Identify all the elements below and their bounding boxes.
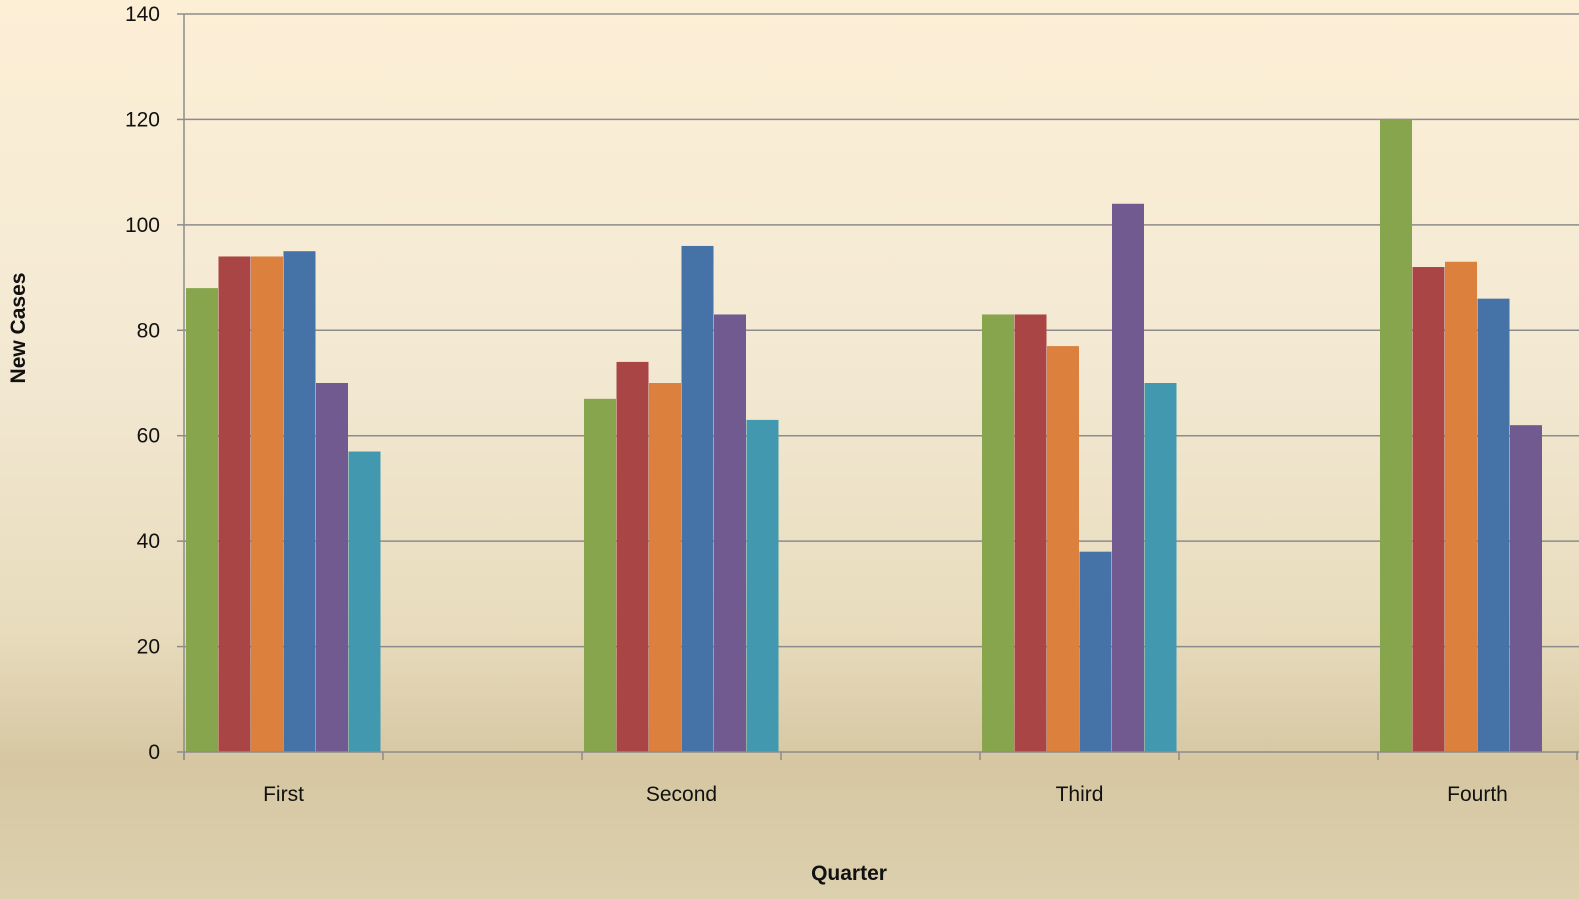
axes bbox=[177, 13, 1579, 760]
bar bbox=[1047, 346, 1079, 752]
bar bbox=[1412, 267, 1445, 752]
y-tick-label: 0 bbox=[148, 741, 160, 764]
y-axis-title: New Cases bbox=[7, 273, 30, 384]
x-axis-title: Quarter bbox=[811, 862, 887, 885]
tick-labels: 0 20 40 60 80 100 120 140 First Second Third Fourth bbox=[125, 3, 1508, 806]
bar bbox=[1144, 383, 1177, 752]
x-tick-label: Fourth bbox=[1447, 783, 1508, 806]
bar bbox=[1510, 425, 1542, 752]
bar bbox=[251, 256, 283, 752]
x-tick-label: Second bbox=[646, 783, 717, 806]
bar bbox=[186, 288, 218, 752]
bar bbox=[616, 361, 649, 752]
bars bbox=[186, 119, 1542, 752]
bar bbox=[746, 419, 779, 752]
bar bbox=[1014, 314, 1047, 752]
y-tick-label: 60 bbox=[137, 425, 160, 448]
y-tick-label: 140 bbox=[125, 3, 160, 26]
bar bbox=[348, 451, 381, 752]
bar bbox=[1445, 261, 1477, 752]
y-tick-label: 120 bbox=[125, 108, 160, 131]
y-tick-label: 40 bbox=[137, 530, 160, 553]
bar bbox=[1380, 119, 1412, 752]
bar bbox=[218, 256, 251, 752]
bar bbox=[1112, 203, 1144, 752]
bar bbox=[316, 383, 348, 752]
gridlines bbox=[184, 13, 1579, 648]
bar bbox=[681, 245, 714, 752]
bar bbox=[584, 398, 616, 752]
bar bbox=[714, 314, 746, 752]
bar bbox=[982, 314, 1014, 752]
y-tick-label: 20 bbox=[137, 636, 160, 659]
y-tick-label: 80 bbox=[137, 319, 160, 342]
x-tick-label: Third bbox=[1056, 783, 1104, 806]
x-tick-label: First bbox=[263, 783, 304, 806]
bar bbox=[649, 383, 681, 752]
y-tick-label: 100 bbox=[125, 214, 160, 237]
bar bbox=[1477, 298, 1510, 752]
bar bbox=[283, 251, 316, 752]
bar bbox=[1079, 551, 1112, 752]
